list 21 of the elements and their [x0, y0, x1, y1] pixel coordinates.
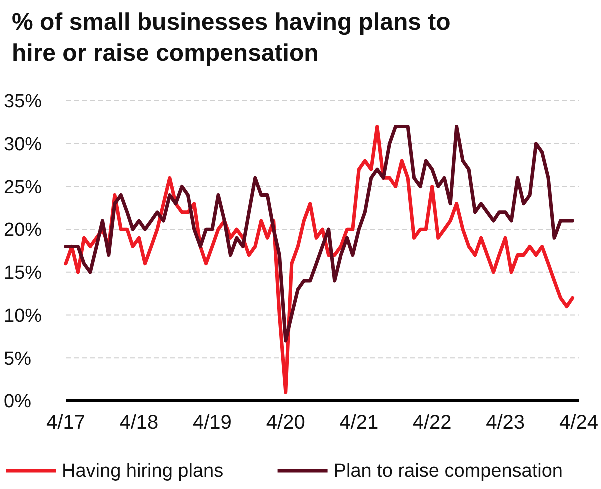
x-tick-label: 4/17: [46, 412, 86, 434]
y-tick-label: 25%: [4, 177, 42, 198]
line-series: [64, 124, 575, 343]
x-tick-label: 4/20: [266, 412, 306, 434]
y-tick-label: 30%: [4, 134, 42, 156]
y-tick-label: 20%: [4, 220, 42, 242]
line-series: [64, 124, 575, 394]
x-tick-label: 4/22: [412, 412, 452, 434]
chart-title: % of small businesses having plans to hire or raise compensation: [12, 9, 451, 67]
legend-label: Having hiring plans: [62, 461, 224, 482]
x-tick-label: 4/19: [192, 412, 232, 434]
y-tick-label: 35%: [4, 92, 42, 113]
x-tick-label: 4/24: [560, 412, 598, 434]
y-tick-label: 5%: [4, 348, 32, 370]
y-tick-label: 0%: [4, 392, 32, 413]
x-tick-label: 4/23: [486, 412, 526, 434]
x-tick-label: 4/18: [120, 412, 159, 434]
y-tick-label: 10%: [4, 306, 42, 327]
x-tick-label: 4/21: [340, 412, 379, 434]
legend-label: Plan to raise compensation: [334, 461, 563, 482]
y-tick-label: 15%: [4, 263, 42, 284]
